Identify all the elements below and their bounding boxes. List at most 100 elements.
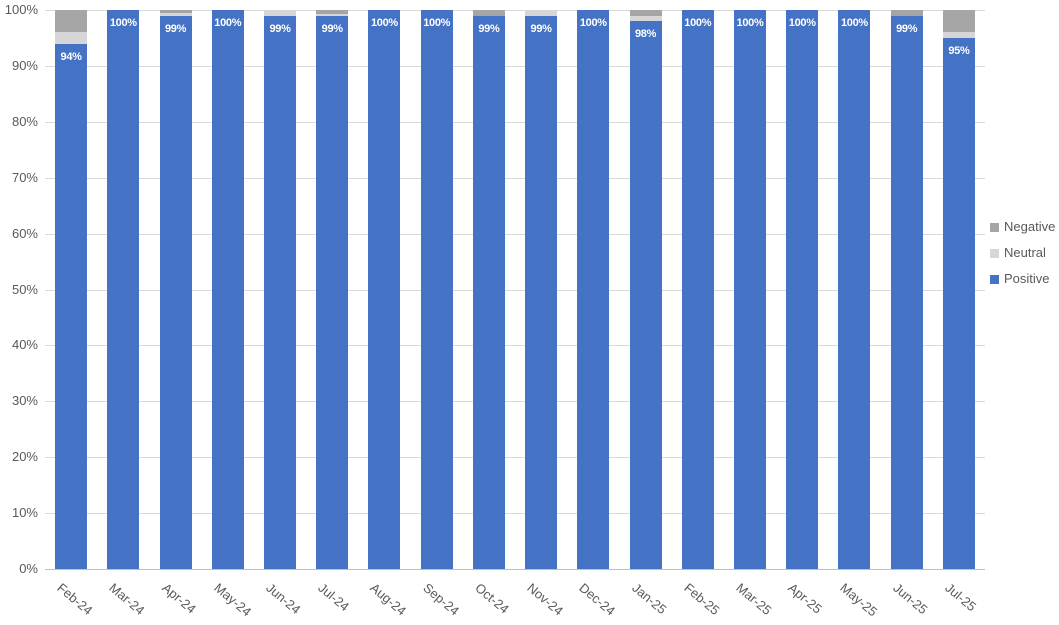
bar-segment-positive	[159, 15, 192, 569]
plot-area: 94% 100% 99% 100% 99% 99% 100% 100% 99% 99% 100% 98…	[45, 10, 985, 570]
bar-segment-neutral	[316, 13, 349, 16]
bar-label: 99%	[164, 22, 187, 35]
bar-segment-positive	[472, 15, 505, 569]
gridline	[45, 401, 985, 403]
gridline	[45, 10, 985, 11]
legend-label: Positive	[1004, 271, 1050, 286]
bar-group: 100%	[420, 10, 453, 569]
bar-label: 100%	[684, 17, 712, 29]
bar-segment-positive	[681, 10, 714, 569]
legend-label: Negative	[1004, 219, 1056, 234]
bar-group: 99%	[264, 10, 296, 569]
x-tick-label: Jan-25	[628, 580, 669, 618]
bar-group: 99%	[316, 10, 349, 569]
x-tick-label: Apr-25	[785, 580, 826, 617]
x-tick-label: May-24	[211, 580, 254, 620]
x-tick-label: Sep-24	[420, 580, 462, 619]
gridline	[45, 121, 985, 123]
x-tick-label: Apr-24	[158, 580, 199, 617]
bar-group: 99%	[525, 10, 558, 569]
gridline	[45, 289, 985, 291]
bar-label: 100%	[788, 17, 816, 29]
bar-label: 95%	[948, 44, 970, 57]
bar-segment-negative	[316, 10, 349, 14]
bar-segment-positive	[786, 10, 819, 569]
gridline	[45, 65, 985, 67]
bar-segment-positive	[577, 10, 610, 569]
bar-segment-positive	[629, 21, 662, 569]
bar-group: 94%	[55, 10, 88, 569]
bar-label: 98%	[634, 28, 657, 41]
bar-segment-negative	[472, 10, 505, 16]
bar-segment-positive	[211, 10, 244, 569]
bar-segment-positive	[525, 15, 558, 569]
bar-label: 100%	[214, 17, 242, 29]
bar-label: 94%	[60, 50, 82, 63]
bar-group: 100%	[786, 10, 819, 569]
y-tick-label: 10%	[11, 505, 38, 521]
y-tick-label: 0%	[19, 561, 38, 576]
gridline	[45, 233, 985, 235]
x-tick-label: Feb-24	[54, 580, 96, 618]
bar-segment-neutral	[629, 15, 662, 22]
y-tick-label: 20%	[11, 449, 38, 465]
y-tick-label: 90%	[11, 57, 38, 73]
bar-segment-neutral	[55, 32, 88, 44]
bar-group: 100%	[368, 10, 401, 569]
bar-group: 100%	[681, 10, 714, 569]
bar-segment-positive	[420, 10, 453, 569]
gridline	[45, 513, 985, 515]
x-tick-label: Mar-25	[733, 580, 775, 618]
bar-segment-negative	[942, 10, 975, 33]
bar-segment-neutral	[159, 13, 192, 16]
y-tick-label: 70%	[11, 169, 38, 185]
x-tick-label: Jun-24	[263, 580, 304, 618]
bar-segment-neutral	[264, 10, 296, 16]
bar-group: 98%	[629, 10, 662, 569]
bar-segment-positive	[890, 15, 923, 569]
bar-segment-positive	[107, 10, 140, 569]
bar-segment-neutral	[525, 10, 558, 16]
bar-group: 100%	[107, 10, 140, 569]
bar-segment-negative	[159, 10, 192, 14]
y-tick-label: 50%	[11, 281, 38, 297]
bar-segment-positive	[55, 43, 88, 569]
bar-segment-positive	[942, 37, 975, 569]
bar-label: 100%	[579, 17, 607, 29]
bar-label: 99%	[321, 22, 343, 35]
bar-group: 99%	[159, 10, 192, 569]
x-axis-line	[45, 569, 985, 570]
bar-label: 100%	[109, 17, 137, 29]
legend-label: Neutral	[1004, 245, 1046, 260]
bar-group: 99%	[472, 10, 505, 569]
bar-group: 99%	[890, 10, 923, 569]
bar-segment-positive	[316, 15, 349, 569]
gridline	[45, 457, 985, 459]
y-tick-label: 30%	[11, 393, 38, 409]
x-tick-label: May-25	[837, 580, 881, 620]
x-tick-label: Oct-24	[472, 580, 512, 617]
bar-group: 100%	[838, 10, 871, 569]
bar-segment-negative	[890, 10, 923, 16]
y-tick-label: 80%	[11, 113, 38, 129]
bar-group: 100%	[211, 10, 244, 569]
x-tick-label: Feb-25	[681, 580, 723, 618]
bar-segment-positive	[368, 10, 401, 569]
bar-label: 100%	[370, 17, 398, 29]
x-tick-label: Mar-24	[106, 580, 148, 618]
bar-label: 100%	[736, 17, 764, 29]
y-tick-label: 60%	[11, 225, 38, 241]
x-tick-label: Nov-24	[524, 580, 567, 619]
x-tick-label: Jul-24	[315, 580, 353, 615]
bar-group: 100%	[577, 10, 610, 569]
bar-label: 99%	[530, 22, 552, 35]
x-tick-label: Jun-25	[890, 580, 931, 618]
bar-label: 99%	[269, 22, 291, 35]
bar-segment-neutral	[942, 32, 975, 38]
legend: Negative Neutral Positive	[990, 219, 1055, 287]
x-tick-label: Dec-24	[576, 580, 619, 619]
bar-segment-positive	[734, 10, 766, 569]
bar-segment-negative	[55, 10, 88, 33]
legend-swatch-neutral-icon	[990, 248, 999, 258]
